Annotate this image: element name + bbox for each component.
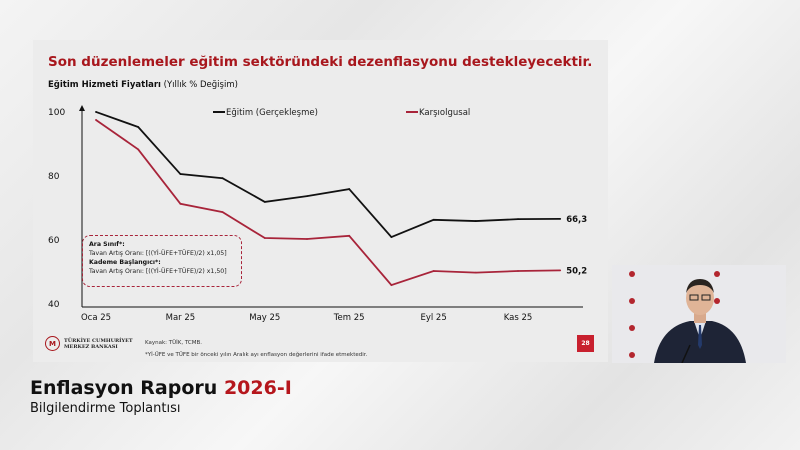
series-line-2 [95,119,561,287]
page-number: 28 [577,335,594,352]
chart-subtitle: Eğitim Hizmeti Fiyatları (Yıllık % Değiş… [48,80,238,90]
chart-subtitle-unit: (Yıllık % Değişim) [163,80,238,90]
note-line-2: Tavan Artış Oranı: [((Yİ-ÜFE+TÜFE)/2) x1… [89,250,227,257]
data-point [390,236,393,238]
report-title-text: Enflasyon Raporu [30,377,218,399]
x-tick-label: Kas 25 [504,313,533,323]
data-point [474,220,477,222]
data-point [137,148,140,151]
report-edition: 2026-I [223,377,292,399]
x-tick-label: Tem 25 [333,313,365,323]
data-point [306,238,308,240]
data-point [306,195,308,198]
data-point [559,217,562,220]
y-tick-label: 100 [48,108,65,118]
data-point [263,200,266,203]
data-point [137,126,140,128]
x-tick-label: Oca 25 [81,313,111,323]
x-tick-label: Eyl 25 [420,313,446,323]
data-point [95,119,97,121]
end-value-label: 66,3 [566,215,587,225]
y-axis-arrow-icon [79,105,85,111]
y-tick-label: 40 [48,300,60,310]
data-point [517,270,519,272]
note-line-1: Ara Sınıf*: [89,241,125,248]
line-chart: 100 80 60 40 Oca 25 Mar 25 May 25 Tem 25 Eyl 25 K… [48,105,587,323]
data-point [559,269,562,272]
series-line-1 [95,111,561,239]
report-subtitle: Bilgilendirme Toplantısı [30,401,181,416]
data-point [348,234,351,237]
data-point [221,177,224,180]
data-point [179,173,182,175]
note-line-3: Kademe Başlangıcı*: [89,259,161,266]
x-tick-label: May 25 [249,313,280,323]
data-point [517,218,519,221]
legend-label: Karşıolgusal [419,108,470,118]
data-point [95,111,97,113]
source-text: Kaynak: TÜİK, TCMB. [145,340,203,346]
source-notes: Kaynak: TÜİK, TCMB. *Yİ-ÜFE ve TÜFE bir … [145,337,367,361]
data-point [179,202,182,205]
y-tick-label: 80 [48,172,60,182]
y-tick-label: 60 [48,236,60,246]
speaker-video-inset [612,265,786,363]
data-point [390,284,393,286]
logo-line-1: TÜRKİYE CUMHURİYET [64,337,133,344]
formula-note-box: Ara Sınıf*: Tavan Artış Oranı: [((Yİ-ÜFE… [82,235,242,287]
data-point [432,218,435,221]
data-point [432,270,435,272]
slide-title: Son düzenlemeler eğitim sektöründeki dez… [48,54,593,70]
data-point [221,211,224,214]
chart-subtitle-bold: Eğitim Hizmeti Fiyatları [48,80,161,90]
end-value-label: 50,2 [566,266,587,276]
presentation-slide: Son düzenlemeler eğitim sektöründeki dez… [33,40,608,362]
footnote-text: *Yİ-ÜFE ve TÜFE bir önceki yılın Aralık … [145,352,368,358]
note-line-4: Tavan Artış Oranı: [((Yİ-ÜFE+TÜFE)/2) x1… [89,268,227,275]
report-title: Enflasyon Raporu 2026-I [30,377,292,399]
data-point [348,188,351,190]
speaker-figure [612,265,786,363]
data-point [474,271,477,274]
logo-line-2: MERKEZ BANKASI [64,343,118,350]
x-tick-label: Mar 25 [166,313,196,323]
legend-label: Eğitim (Gerçekleşme) [226,108,318,118]
data-point [263,237,266,239]
tcmb-emblem-icon: M [45,336,60,351]
tcmb-logo: M TÜRKİYE CUMHURİYET MERKEZ BANKASI [45,336,133,351]
